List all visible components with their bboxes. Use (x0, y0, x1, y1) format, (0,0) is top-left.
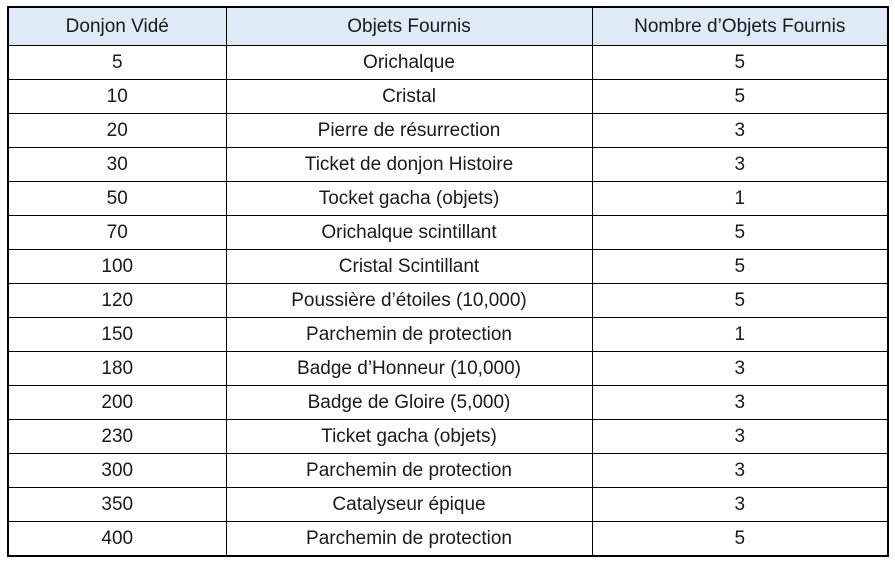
cell-objet-fourni: Catalyseur épique (225, 487, 593, 522)
cell-nombre-objets: 3 (591, 487, 889, 522)
table-row: 20 Pierre de résurrection 3 (7, 113, 889, 148)
table-row: 100 Cristal Scintillant 5 (7, 249, 889, 284)
table-row: 230 Ticket gacha (objets) 3 (7, 419, 889, 454)
cell-donjon-vide: 70 (7, 215, 227, 250)
cell-donjon-vide: 300 (7, 453, 227, 488)
cell-donjon-vide: 230 (7, 419, 227, 454)
cell-objet-fourni: Orichalque (225, 45, 593, 80)
cell-donjon-vide: 100 (7, 249, 227, 284)
table-header: Donjon Vidé Objets Fournis Nombre d’Obje… (7, 6, 889, 46)
cell-nombre-objets: 3 (591, 113, 889, 148)
column-header-nombre-objets-fournis: Nombre d’Objets Fournis (591, 6, 889, 46)
cell-objet-fourni: Tocket gacha (objets) (225, 181, 593, 216)
table-row: 50 Tocket gacha (objets) 1 (7, 181, 889, 216)
cell-objet-fourni: Parchemin de protection (225, 317, 593, 352)
table-row: 180 Badge d’Honneur (10,000) 3 (7, 351, 889, 386)
cell-donjon-vide: 30 (7, 147, 227, 182)
cell-objet-fourni: Pierre de résurrection (225, 113, 593, 148)
cell-donjon-vide: 120 (7, 283, 227, 318)
table-row: 5 Orichalque 5 (7, 45, 889, 80)
cell-donjon-vide: 20 (7, 113, 227, 148)
table-row: 200 Badge de Gloire (5,000) 3 (7, 385, 889, 420)
table-row: 120 Poussière d’étoiles (10,000) 5 (7, 283, 889, 318)
cell-nombre-objets: 5 (591, 45, 889, 80)
cell-objet-fourni: Poussière d’étoiles (10,000) (225, 283, 593, 318)
cell-objet-fourni: Cristal (225, 79, 593, 114)
cell-nombre-objets: 5 (591, 249, 889, 284)
table-row: 10 Cristal 5 (7, 79, 889, 114)
column-header-objets-fournis: Objets Fournis (225, 6, 593, 46)
cell-donjon-vide: 350 (7, 487, 227, 522)
table-row: 150 Parchemin de protection 1 (7, 317, 889, 352)
cell-nombre-objets: 3 (591, 351, 889, 386)
table-row: 400 Parchemin de protection 5 (7, 521, 889, 557)
cell-donjon-vide: 10 (7, 79, 227, 114)
cell-nombre-objets: 1 (591, 181, 889, 216)
cell-nombre-objets: 5 (591, 521, 889, 557)
cell-objet-fourni: Parchemin de protection (225, 521, 593, 557)
cell-nombre-objets: 5 (591, 215, 889, 250)
cell-donjon-vide: 400 (7, 521, 227, 557)
cell-donjon-vide: 200 (7, 385, 227, 420)
table-row: 300 Parchemin de protection 3 (7, 453, 889, 488)
cell-nombre-objets: 5 (591, 283, 889, 318)
table-row: 350 Catalyseur épique 3 (7, 487, 889, 522)
cell-donjon-vide: 180 (7, 351, 227, 386)
table-body: 5 Orichalque 5 10 Cristal 5 20 Pierre de résurr… (7, 45, 889, 557)
cell-objet-fourni: Badge de Gloire (5,000) (225, 385, 593, 420)
cell-nombre-objets: 3 (591, 419, 889, 454)
header-row: Donjon Vidé Objets Fournis Nombre d’Obje… (7, 6, 889, 46)
cell-objet-fourni: Ticket de donjon Histoire (225, 147, 593, 182)
cell-donjon-vide: 150 (7, 317, 227, 352)
cell-objet-fourni: Parchemin de protection (225, 453, 593, 488)
donjon-rewards-table: Donjon Vidé Objets Fournis Nombre d’Obje… (7, 6, 889, 557)
cell-donjon-vide: 5 (7, 45, 227, 80)
cell-nombre-objets: 5 (591, 79, 889, 114)
table-row: 70 Orichalque scintillant 5 (7, 215, 889, 250)
table-row: 30 Ticket de donjon Histoire 3 (7, 147, 889, 182)
cell-objet-fourni: Badge d’Honneur (10,000) (225, 351, 593, 386)
cell-donjon-vide: 50 (7, 181, 227, 216)
cell-objet-fourni: Orichalque scintillant (225, 215, 593, 250)
column-header-donjon-vide: Donjon Vidé (7, 6, 227, 46)
cell-objet-fourni: Ticket gacha (objets) (225, 419, 593, 454)
cell-nombre-objets: 3 (591, 385, 889, 420)
cell-nombre-objets: 1 (591, 317, 889, 352)
cell-nombre-objets: 3 (591, 453, 889, 488)
cell-nombre-objets: 3 (591, 147, 889, 182)
cell-objet-fourni: Cristal Scintillant (225, 249, 593, 284)
